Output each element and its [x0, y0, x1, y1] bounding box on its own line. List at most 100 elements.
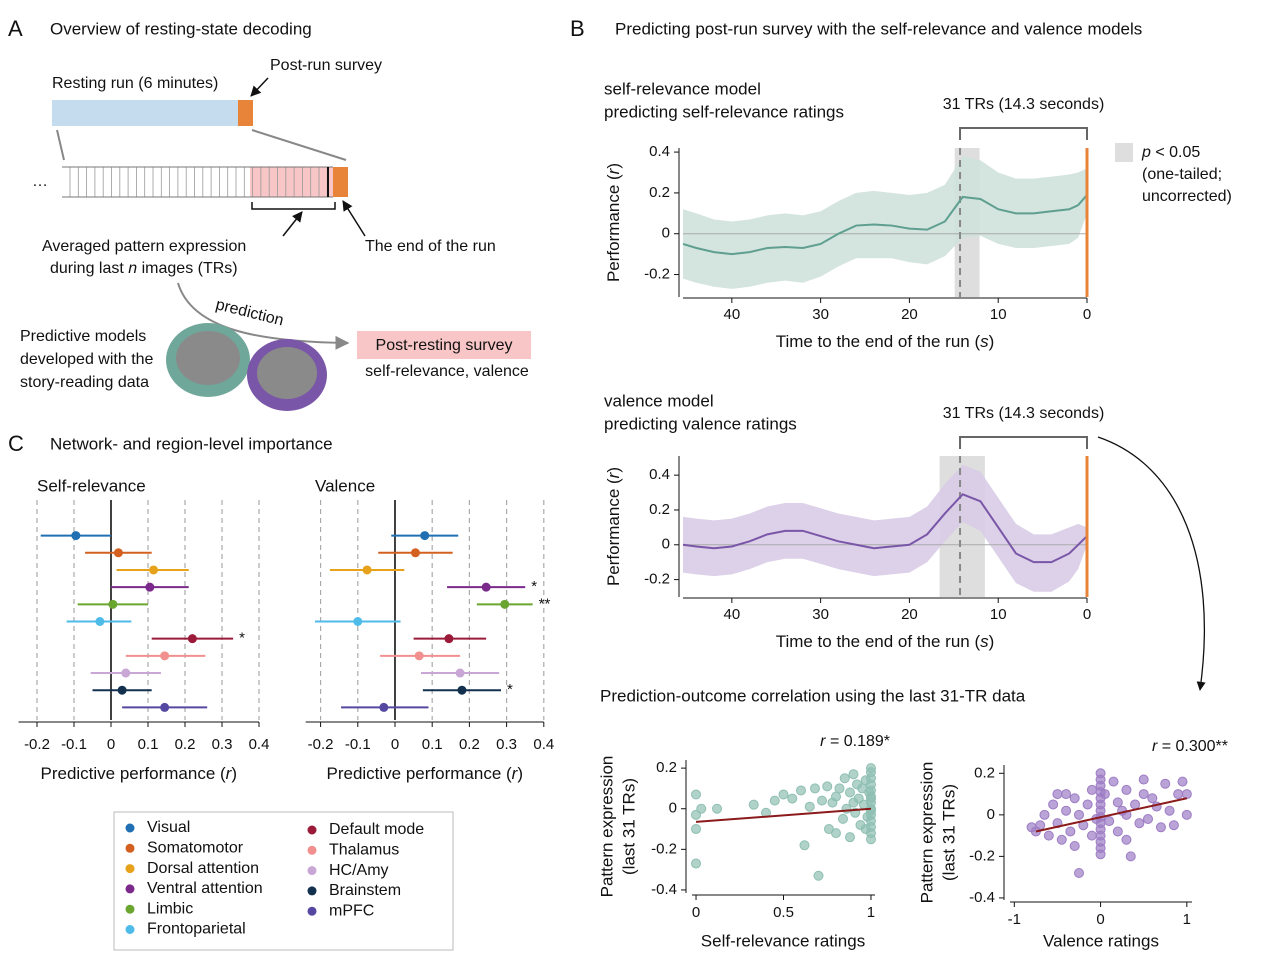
legend-marker [125, 823, 135, 833]
scatter-point [795, 785, 806, 796]
y-axis-label: (last 31 TRs) [619, 778, 638, 875]
models-label: developed with the [20, 351, 154, 368]
legend-label: mPFC [329, 902, 374, 919]
scatter-point [848, 769, 859, 780]
scatter-point [1177, 776, 1188, 787]
point [420, 531, 430, 541]
x-tick-label: 40 [723, 306, 740, 323]
ellipsis: … [32, 173, 48, 190]
bracket [959, 127, 1088, 140]
point [160, 702, 170, 712]
point [410, 548, 420, 558]
x-axis-label-part: s [980, 632, 989, 651]
y-tick-label: -0.4 [969, 889, 995, 906]
scatter-point [1173, 789, 1184, 800]
scatter-point [787, 793, 798, 804]
tr-lines [69, 167, 328, 197]
point [108, 599, 118, 609]
legend-label: Thalamus [329, 842, 399, 859]
legend-marker [125, 884, 135, 894]
point [414, 651, 424, 661]
legend-label: uncorrected) [1142, 188, 1232, 205]
y-axis-label: Performance (r) [604, 467, 623, 586]
fit-line [1035, 797, 1188, 833]
point [113, 548, 123, 558]
scatter-point [696, 803, 707, 814]
scatter-point [844, 787, 855, 798]
scatter-point [1181, 789, 1192, 800]
y-axis-label: Pattern expression [597, 756, 616, 898]
point [95, 617, 105, 626]
legend-label: Brainstem [329, 882, 401, 899]
legend-label: Limbic [147, 900, 193, 917]
scatter-point [748, 799, 759, 810]
y-tick-label: 0.4 [649, 143, 670, 160]
y-axis-label: Performance (r) [604, 163, 623, 282]
x-tick-label: 20 [901, 306, 918, 323]
correlation-label: r = 0.300** [1152, 738, 1228, 755]
y-tick-label: 0.4 [649, 466, 670, 483]
y-tick-label: 0.2 [649, 184, 670, 201]
scatter-point [830, 828, 841, 839]
y-axis-label: (last 31 TRs) [939, 784, 958, 881]
y-axis-label-part: Performance ( [604, 174, 623, 282]
x-tick-label: -0.2 [24, 736, 50, 753]
chart-title: self-relevance model [604, 79, 761, 98]
x-tick-label: 1 [1183, 911, 1191, 928]
legend-marker [307, 825, 317, 835]
correlation-label-part: = 0.189* [826, 733, 891, 750]
scatter-point [1104, 816, 1115, 827]
text-part: during last [50, 260, 128, 277]
text-part: n [128, 260, 137, 277]
legend-label: p < 0.05 [1141, 144, 1200, 161]
y-tick-label: 0 [662, 225, 670, 242]
averaged-label: Averaged pattern expression [42, 238, 246, 255]
x-axis-label: Predictive performance (r) [40, 764, 237, 783]
legend-label: Visual [147, 819, 190, 836]
scatter-point [769, 795, 780, 806]
scatter-point [844, 832, 855, 843]
scatter-point [1065, 826, 1076, 837]
legend-marker [307, 906, 317, 916]
legend-label: Default mode [329, 821, 424, 838]
chart-title: predicting valence ratings [604, 414, 797, 433]
scatter-point [822, 781, 833, 792]
panel-label: B [570, 16, 585, 41]
x-tick-label: 0 [1096, 911, 1104, 928]
arrow [342, 200, 366, 237]
y-tick-label: -0.2 [969, 847, 995, 864]
y-axis-label: Pattern expression [917, 762, 936, 904]
x-tick-label: 0.2 [175, 736, 196, 753]
point [455, 668, 465, 678]
scatter-point [691, 824, 702, 835]
arrow [250, 77, 269, 97]
scatter-point [1138, 789, 1149, 800]
scatter-point [1069, 841, 1080, 851]
scatter-point [865, 834, 876, 845]
scatter-point [712, 803, 723, 814]
x-tick-label: -1 [1008, 911, 1021, 928]
survey-box [357, 331, 531, 359]
zoom-line [56, 129, 65, 161]
legend-label: (one-tailed; [1142, 166, 1222, 183]
annotation: 31 TRs (14.3 seconds) [943, 96, 1105, 113]
confidence-band [683, 156, 1087, 289]
x-tick-label: 0.5 [773, 904, 794, 921]
scatter-point [1143, 814, 1154, 824]
survey-sub-label: self-relevance, valence [365, 363, 529, 380]
scatter-point [1039, 809, 1050, 820]
panel-title: Predicting post-run survey with the self… [615, 19, 1142, 38]
scatter-point [1164, 805, 1175, 816]
x-tick-label: -0.2 [308, 736, 334, 753]
scatter-point [691, 858, 702, 869]
scatter-point [1074, 868, 1085, 878]
subplot-title: Valence [315, 476, 375, 495]
y-tick-label: -0.2 [651, 840, 677, 857]
survey-bar [238, 100, 253, 126]
legend-label: Dorsal attention [147, 860, 259, 877]
x-tick-label: 1 [867, 904, 875, 921]
y-tick-label: 0 [669, 800, 677, 817]
scatter-point [1056, 834, 1067, 845]
scatter-point [1074, 809, 1085, 820]
